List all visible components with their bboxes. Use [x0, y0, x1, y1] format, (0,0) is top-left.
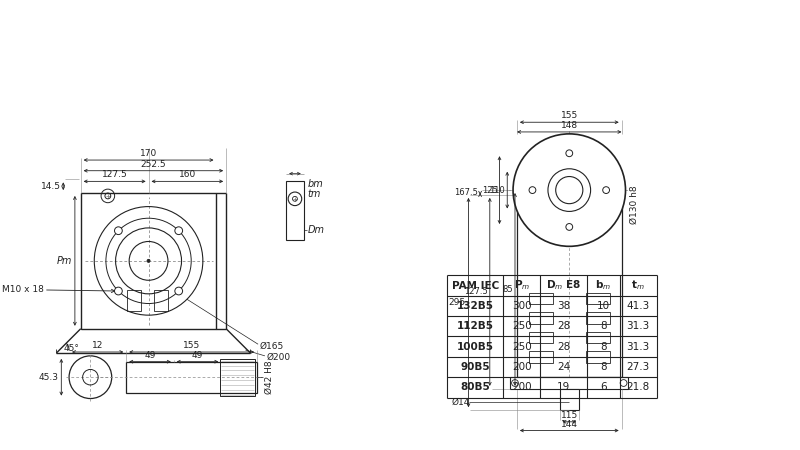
Text: 155: 155 [561, 111, 578, 120]
Text: 115: 115 [561, 411, 578, 420]
Text: PAM IEC: PAM IEC [452, 281, 499, 291]
Bar [127, 290, 141, 311]
Text: Ø165: Ø165 [260, 342, 284, 351]
Circle shape [147, 259, 150, 262]
Circle shape [175, 287, 182, 295]
Bar [586, 351, 610, 363]
Bar [529, 293, 553, 305]
Text: 250: 250 [512, 321, 532, 331]
Text: 14.5: 14.5 [42, 182, 62, 191]
Text: 85: 85 [502, 285, 513, 294]
Text: 31.3: 31.3 [626, 321, 650, 331]
Text: 8: 8 [600, 342, 606, 351]
Text: 90B5: 90B5 [461, 362, 490, 372]
Text: 38: 38 [557, 301, 570, 311]
Circle shape [114, 287, 122, 295]
Text: 250: 250 [512, 342, 532, 351]
Text: Dm: Dm [307, 225, 325, 235]
Circle shape [566, 150, 573, 157]
Bar [220, 359, 255, 396]
Text: 45°: 45° [63, 344, 79, 353]
Circle shape [175, 227, 182, 234]
Text: 27.3: 27.3 [626, 362, 650, 372]
Circle shape [529, 187, 536, 194]
Bar [154, 290, 168, 311]
Text: 19: 19 [557, 382, 570, 392]
Text: P$_m$: P$_m$ [514, 279, 530, 292]
Text: 100B5: 100B5 [457, 342, 494, 351]
Text: 10: 10 [597, 301, 610, 311]
Text: 8: 8 [600, 362, 606, 372]
Text: 49: 49 [192, 351, 203, 360]
Text: 6: 6 [600, 382, 606, 392]
Text: 127.5: 127.5 [464, 288, 488, 297]
Text: 132B5: 132B5 [457, 301, 494, 311]
Text: Ø200: Ø200 [267, 353, 291, 362]
Circle shape [602, 187, 610, 194]
Text: 300: 300 [512, 301, 531, 311]
Text: Ø42 H8: Ø42 H8 [265, 360, 274, 394]
Text: 21.8: 21.8 [626, 382, 650, 392]
Bar [529, 312, 553, 324]
Text: 148: 148 [561, 121, 578, 130]
Text: 160: 160 [178, 171, 196, 180]
Text: 200: 200 [512, 362, 531, 372]
Text: 8: 8 [600, 321, 606, 331]
Text: 125: 125 [482, 185, 498, 194]
Text: tm: tm [307, 189, 321, 199]
Text: D$_m$ E8: D$_m$ E8 [546, 279, 581, 292]
Bar [517, 195, 622, 377]
Text: 49: 49 [144, 351, 156, 360]
Text: 31.3: 31.3 [626, 342, 650, 351]
Text: b$_m$: b$_m$ [595, 279, 611, 292]
Bar [529, 351, 553, 363]
Bar [586, 332, 610, 343]
Bar [286, 181, 304, 239]
Bar [559, 389, 579, 410]
Text: M10 x 18: M10 x 18 [2, 285, 44, 294]
Text: 110: 110 [490, 185, 506, 194]
Circle shape [114, 227, 122, 234]
Text: t$_m$: t$_m$ [631, 279, 645, 292]
Text: 24: 24 [557, 362, 570, 372]
Bar [586, 312, 610, 324]
Text: Ø130 h8: Ø130 h8 [630, 185, 638, 224]
Text: 200: 200 [512, 382, 531, 392]
Text: 28: 28 [557, 342, 570, 351]
Circle shape [69, 356, 112, 399]
Text: 295: 295 [449, 298, 466, 307]
Text: 167.5: 167.5 [454, 188, 478, 197]
Bar [126, 362, 257, 393]
Text: 41.3: 41.3 [626, 301, 650, 311]
Text: 12: 12 [92, 341, 103, 350]
Text: 28: 28 [557, 321, 570, 331]
Text: bm: bm [307, 179, 323, 189]
Text: 170: 170 [140, 149, 157, 158]
Text: 112B5: 112B5 [457, 321, 494, 331]
Circle shape [513, 134, 626, 246]
Circle shape [566, 224, 573, 230]
Text: 80B5: 80B5 [460, 382, 490, 392]
Bar [586, 293, 610, 305]
Text: 45.3: 45.3 [38, 373, 58, 382]
Text: 127.5: 127.5 [102, 171, 127, 180]
Text: Pm: Pm [57, 256, 72, 266]
Text: 155: 155 [183, 341, 200, 350]
Text: 252.5: 252.5 [141, 160, 166, 169]
Text: 144: 144 [561, 419, 578, 428]
Bar [529, 332, 553, 343]
Bar [510, 377, 629, 389]
Text: Ø14: Ø14 [452, 398, 470, 407]
Bar [81, 193, 217, 329]
